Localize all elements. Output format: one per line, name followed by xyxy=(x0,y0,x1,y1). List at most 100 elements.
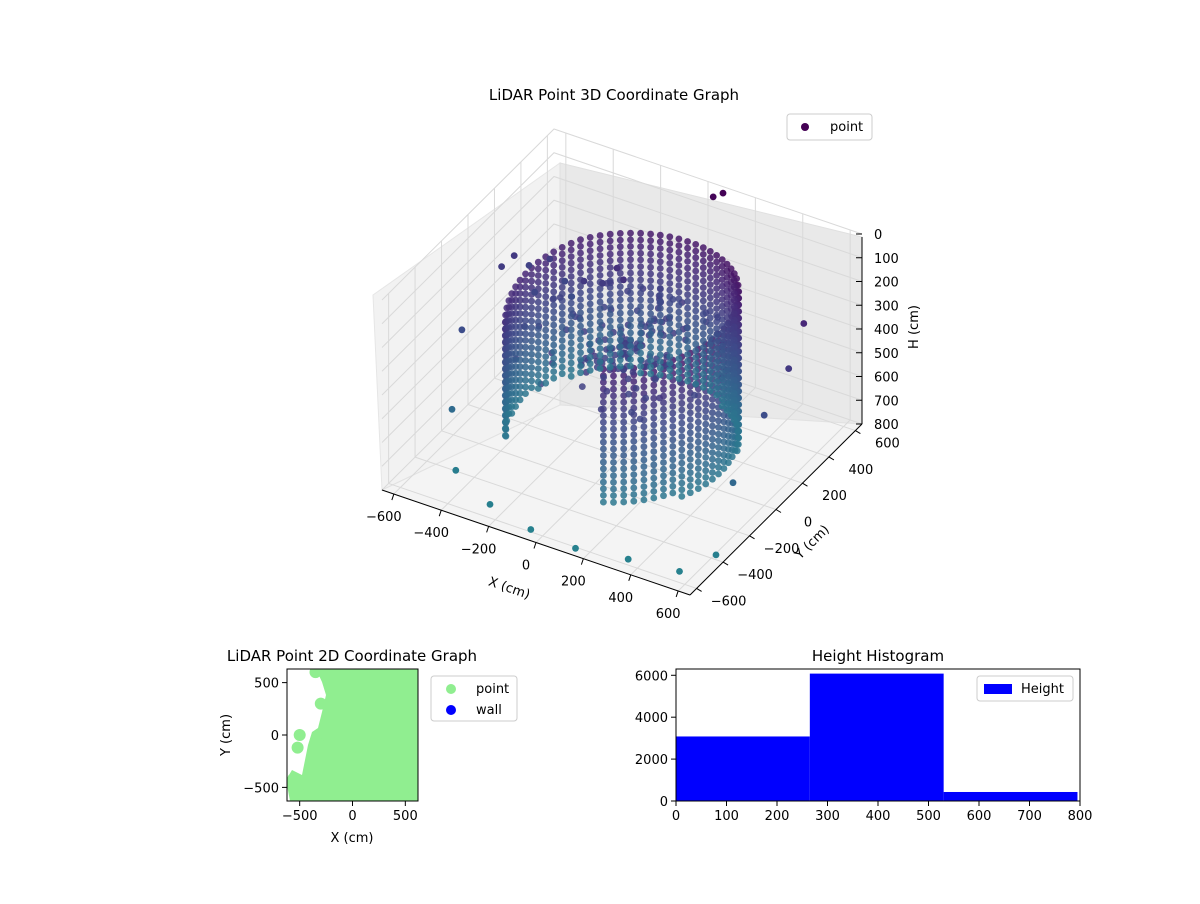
point-3d xyxy=(657,252,664,259)
legend-2d-marker-point xyxy=(446,684,456,694)
z-tick-label-3d: 800 xyxy=(874,418,899,433)
point-3d xyxy=(707,341,714,348)
point-3d xyxy=(559,297,566,304)
point-3d xyxy=(707,374,714,381)
point-3d xyxy=(676,375,683,382)
point-3d xyxy=(627,349,634,356)
point-3d xyxy=(550,375,557,382)
point-3d xyxy=(731,310,738,317)
point-3d xyxy=(610,386,617,393)
point-3d xyxy=(692,301,699,308)
point-3d xyxy=(637,330,644,337)
point-3d xyxy=(666,347,673,354)
point-3d xyxy=(692,381,699,388)
outlier-point-3d xyxy=(526,262,533,269)
point-3d xyxy=(542,313,549,320)
point-3d xyxy=(707,328,714,335)
point-3d xyxy=(700,318,707,325)
point-3d xyxy=(700,278,707,285)
point-3d xyxy=(627,230,634,237)
x-tick-label-hist: 800 xyxy=(1068,809,1093,824)
outlier-point-3d xyxy=(713,552,720,559)
point-3d xyxy=(707,315,714,322)
point-3d xyxy=(702,441,709,448)
point-3d xyxy=(657,325,664,332)
point-3d xyxy=(676,282,683,289)
point-3d xyxy=(647,370,654,377)
point-3d xyxy=(709,409,716,416)
point-3d xyxy=(692,308,699,315)
point-3d xyxy=(535,279,542,286)
point-3d xyxy=(600,432,607,439)
point-3d xyxy=(597,332,604,339)
point-3d xyxy=(647,237,654,244)
point-3d xyxy=(731,410,738,417)
x-tick-label-3d: 0 xyxy=(522,559,530,574)
point-3d xyxy=(627,330,634,337)
point-3d xyxy=(637,277,644,284)
outlier-point-3d xyxy=(487,501,494,508)
point-3d xyxy=(542,327,549,334)
point-3d xyxy=(607,257,614,264)
point-3d xyxy=(607,351,614,358)
point-3d xyxy=(559,364,566,371)
point-3d xyxy=(660,452,667,459)
point-3d xyxy=(550,249,557,256)
point-3d xyxy=(577,316,584,323)
y-tick-label-2d: 500 xyxy=(254,677,279,692)
point-3d xyxy=(731,383,738,390)
point-2d xyxy=(320,729,332,741)
point-3d xyxy=(684,285,691,292)
point-3d xyxy=(731,403,738,410)
point-3d xyxy=(702,447,709,454)
point-3d xyxy=(692,374,699,381)
outlier-point-3d xyxy=(561,278,568,285)
point-3d xyxy=(676,275,683,282)
point-3d xyxy=(684,364,691,371)
point-3d xyxy=(684,318,691,325)
point-3d xyxy=(676,249,683,256)
point-3d xyxy=(709,476,716,483)
point-3d xyxy=(666,360,673,367)
point-3d xyxy=(620,439,627,446)
point-3d xyxy=(522,271,529,278)
point-3d xyxy=(731,324,738,331)
point-3d xyxy=(669,443,676,450)
point-3d xyxy=(700,371,707,378)
point-3d xyxy=(647,297,654,304)
point-3d xyxy=(660,479,667,486)
point-3d xyxy=(607,244,614,251)
point-3d xyxy=(587,307,594,314)
point-3d xyxy=(542,333,549,340)
point-3d xyxy=(687,416,694,423)
point-3d xyxy=(607,331,614,338)
y-tick-3d xyxy=(723,562,728,565)
point-3d xyxy=(641,463,648,470)
point-3d xyxy=(610,379,617,386)
point-3d xyxy=(607,284,614,291)
point-3d xyxy=(600,374,607,381)
point-3d xyxy=(666,240,673,247)
point-3d xyxy=(666,340,673,347)
point-3d xyxy=(660,492,667,499)
point-3d xyxy=(666,273,673,280)
point-3d xyxy=(669,476,676,483)
point-3d xyxy=(660,393,667,400)
point-3d xyxy=(676,355,683,362)
point-3d xyxy=(522,344,529,351)
point-3d xyxy=(542,307,549,314)
point-3d xyxy=(692,248,699,255)
point-3d xyxy=(630,425,637,432)
point-3d xyxy=(550,295,557,302)
point-3d xyxy=(669,483,676,490)
outlier-point-3d xyxy=(546,256,553,263)
point-3d xyxy=(641,477,648,484)
y-tick-3d xyxy=(855,431,860,434)
histogram-bar xyxy=(944,792,1078,801)
point-3d xyxy=(641,437,648,444)
point-3d xyxy=(535,325,542,332)
point-3d xyxy=(678,387,685,394)
point-3d xyxy=(522,310,529,317)
point-3d xyxy=(579,383,586,390)
x-tick-label-2d: 0 xyxy=(348,809,356,824)
